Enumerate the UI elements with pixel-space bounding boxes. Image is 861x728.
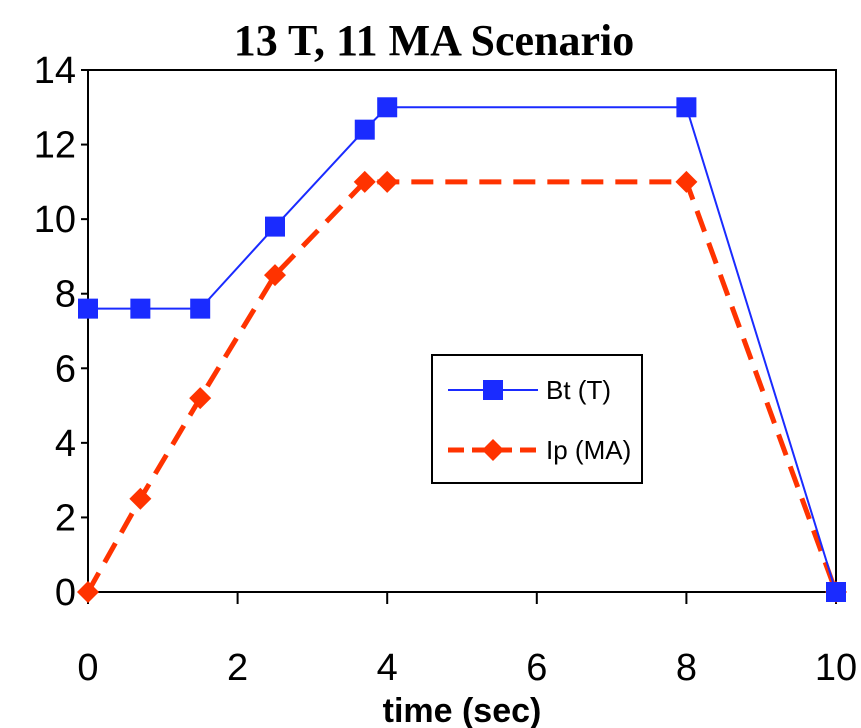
- x-tick-label: 4: [377, 647, 398, 689]
- y-tick-label: 2: [55, 497, 76, 539]
- y-tick-label: 8: [55, 274, 76, 316]
- data-point: [354, 119, 375, 140]
- legend-label: Bt (T): [546, 375, 611, 405]
- y-tick-label: 10: [34, 199, 76, 241]
- x-tick-label: 0: [77, 647, 98, 689]
- y-tick-label: 4: [55, 423, 76, 465]
- x-tick-label: 10: [815, 647, 857, 689]
- x-tick-label: 8: [676, 647, 697, 689]
- chart-title: 13 T, 11 MA Scenario: [234, 16, 635, 65]
- x-tick-label: 6: [526, 647, 547, 689]
- y-tick-label: 0: [55, 572, 76, 614]
- plot-area: [87, 69, 837, 593]
- data-point: [190, 298, 211, 319]
- series-layer: [77, 97, 847, 603]
- legend-entry: Ip (MA): [448, 435, 631, 465]
- y-tick-label: 14: [34, 50, 76, 92]
- data-point: [189, 387, 212, 410]
- y-axis: 0 2 4 6 8 10 12 14: [34, 50, 88, 614]
- data-point: [376, 170, 399, 193]
- data-point: [130, 298, 151, 319]
- x-axis-label: time (sec): [383, 692, 542, 728]
- data-point: [264, 264, 286, 287]
- data-point: [676, 97, 697, 118]
- legend: Bt (T) Ip (MA): [431, 354, 643, 484]
- y-tick-label: 12: [34, 125, 76, 167]
- data-point: [826, 582, 846, 602]
- legend-label: Ip (MA): [546, 435, 631, 465]
- data-point: [353, 170, 376, 193]
- legend-marker: [483, 380, 503, 400]
- legend-entry: Bt (T): [448, 375, 611, 405]
- data-point: [129, 487, 152, 510]
- data-point: [265, 216, 285, 237]
- data-point: [675, 170, 698, 193]
- series-0: [78, 97, 846, 602]
- y-tick-label: 6: [55, 348, 76, 390]
- legend-box: [431, 354, 643, 484]
- data-point: [77, 581, 99, 603]
- x-axis: 0 2 4 6 8 10: [77, 592, 857, 689]
- legend-marker: [482, 439, 504, 461]
- data-point: [78, 298, 98, 319]
- x-tick-label: 2: [227, 647, 248, 689]
- data-point: [377, 97, 398, 118]
- series-line: [85, 179, 839, 594]
